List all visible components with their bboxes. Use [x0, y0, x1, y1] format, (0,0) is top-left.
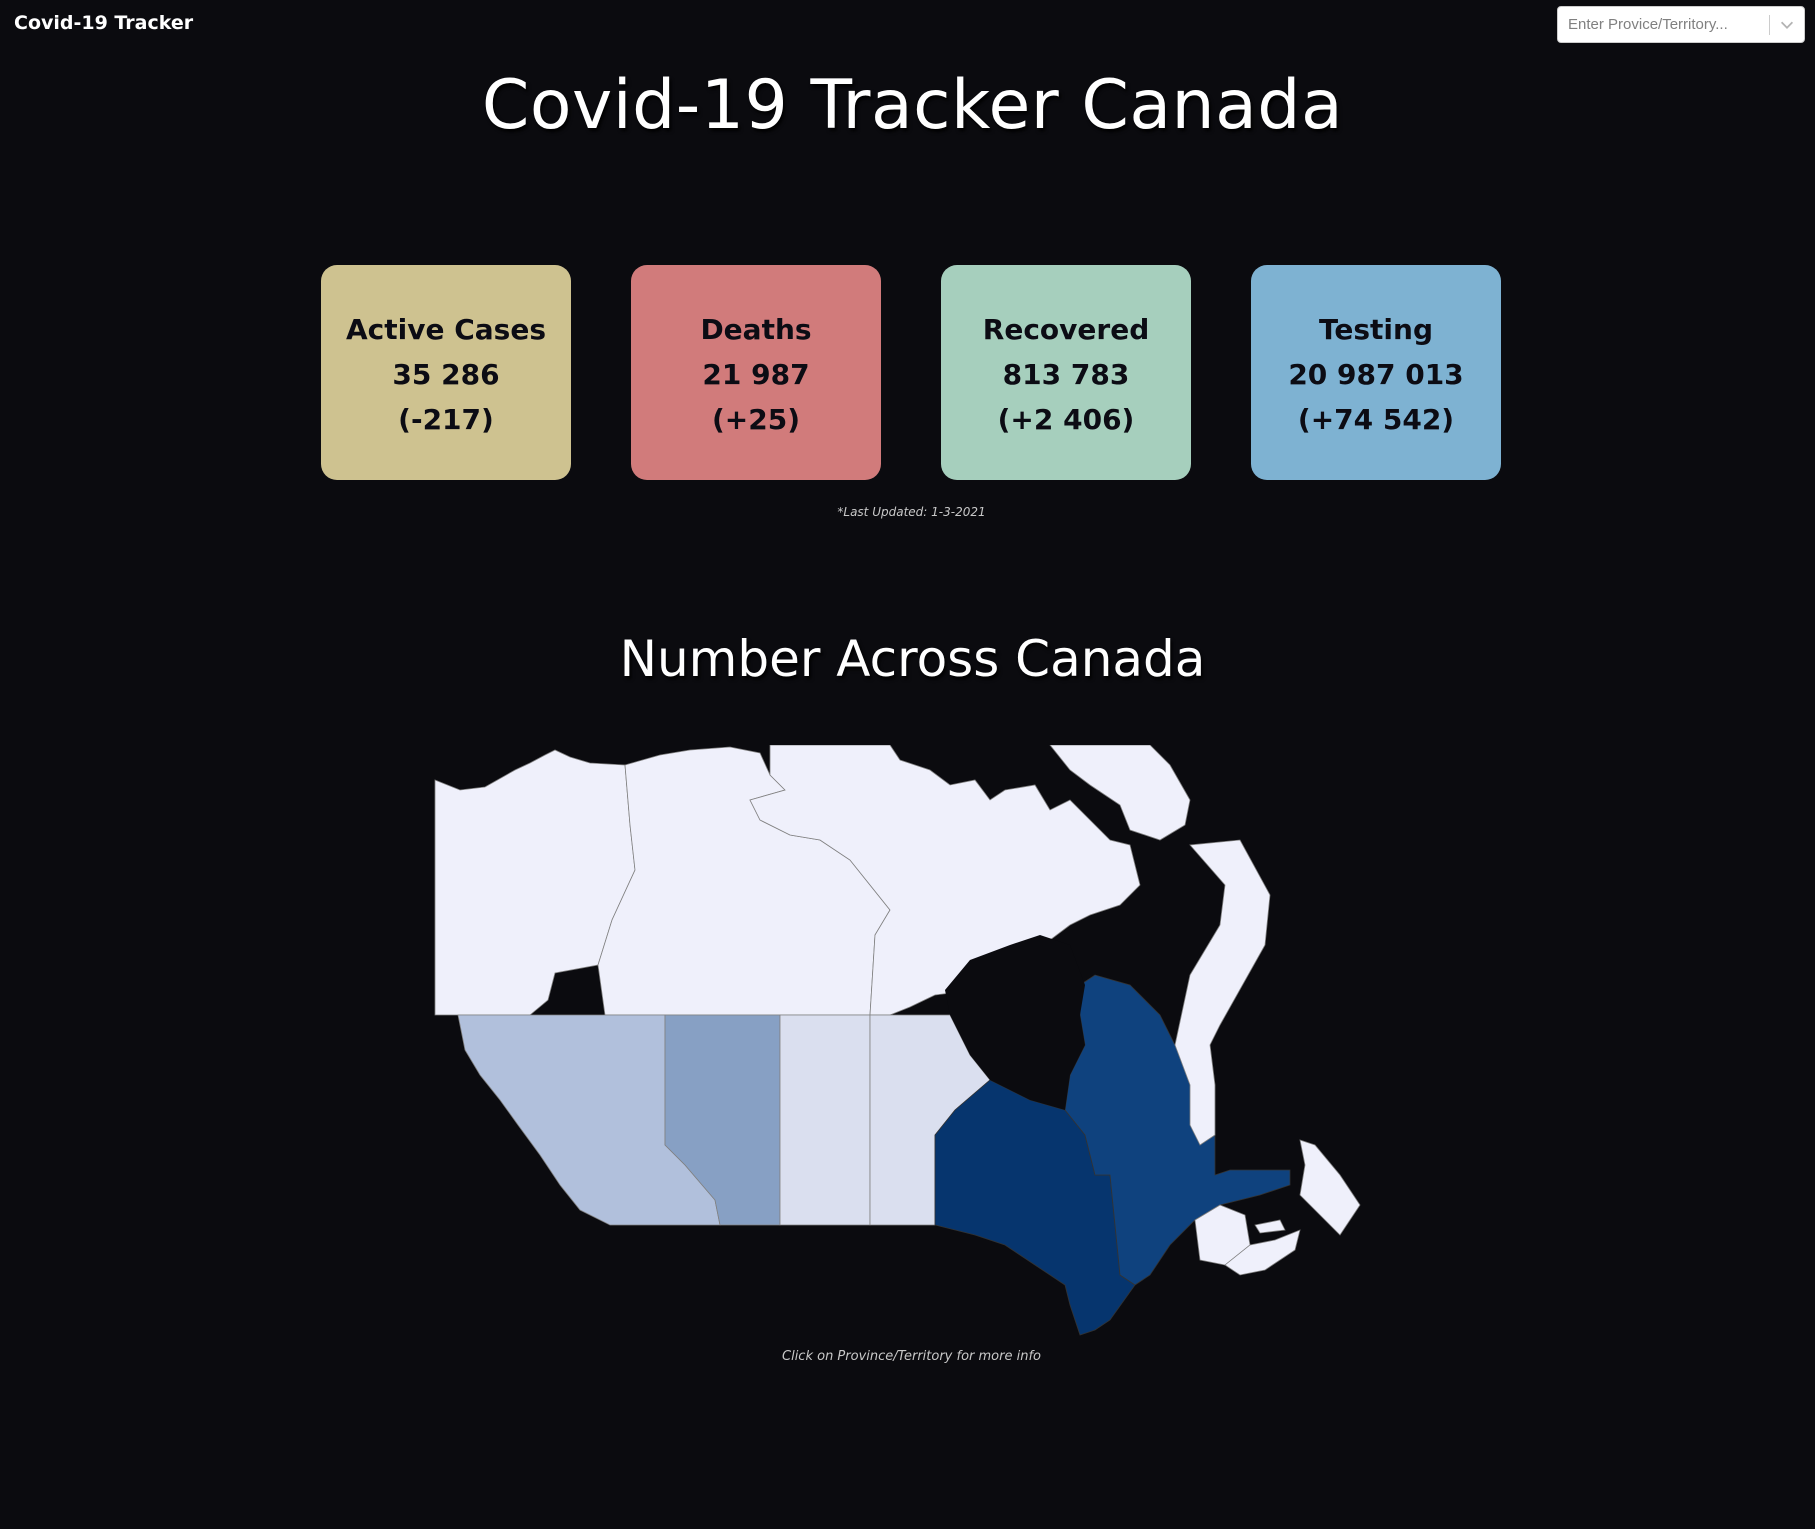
region-saskatchewan[interactable] — [779, 1014, 871, 1226]
brand-title[interactable]: Covid-19 Tracker — [14, 12, 194, 34]
card-value: 20 987 013 — [1288, 358, 1464, 391]
card-value: 813 783 — [1002, 358, 1130, 391]
card-label: Recovered — [982, 313, 1150, 346]
card-delta: (+25) — [711, 403, 801, 436]
card-label: Active Cases — [345, 313, 546, 346]
canada-map — [434, 745, 1361, 1336]
active-cases-card: Active Cases 35 286 (-217) — [321, 265, 571, 480]
card-label: Deaths — [700, 313, 812, 346]
region-nova-scotia[interactable] — [1224, 1229, 1301, 1276]
select-separator — [1769, 15, 1770, 35]
card-delta: (-217) — [398, 403, 494, 436]
chevron-down-icon[interactable] — [1778, 16, 1796, 34]
card-delta: (+2 406) — [997, 403, 1135, 436]
province-select[interactable] — [1557, 6, 1805, 43]
card-value: 21 987 — [702, 358, 810, 391]
province-search-input[interactable] — [1558, 7, 1768, 42]
card-delta: (+74 542) — [1297, 403, 1455, 436]
card-value: 35 286 — [392, 358, 500, 391]
hudson-bay — [945, 935, 1085, 1110]
card-label: Testing — [1319, 313, 1433, 346]
map-title: Number Across Canada — [619, 630, 1206, 688]
testing-card: Testing 20 987 013 (+74 542) — [1251, 265, 1501, 480]
page-title: Covid-19 Tracker Canada — [481, 66, 1344, 145]
recovered-card: Recovered 813 783 (+2 406) — [941, 265, 1191, 480]
deaths-card: Deaths 21 987 (+25) — [631, 265, 881, 480]
last-updated-note: *Last Updated: 1-3-2021 — [837, 505, 986, 519]
map-hint: Click on Province/Territory for more inf… — [782, 1349, 1041, 1364]
region-newfoundland-labrador[interactable] — [1174, 839, 1361, 1236]
region-prince-edward-island[interactable] — [1254, 1219, 1286, 1234]
